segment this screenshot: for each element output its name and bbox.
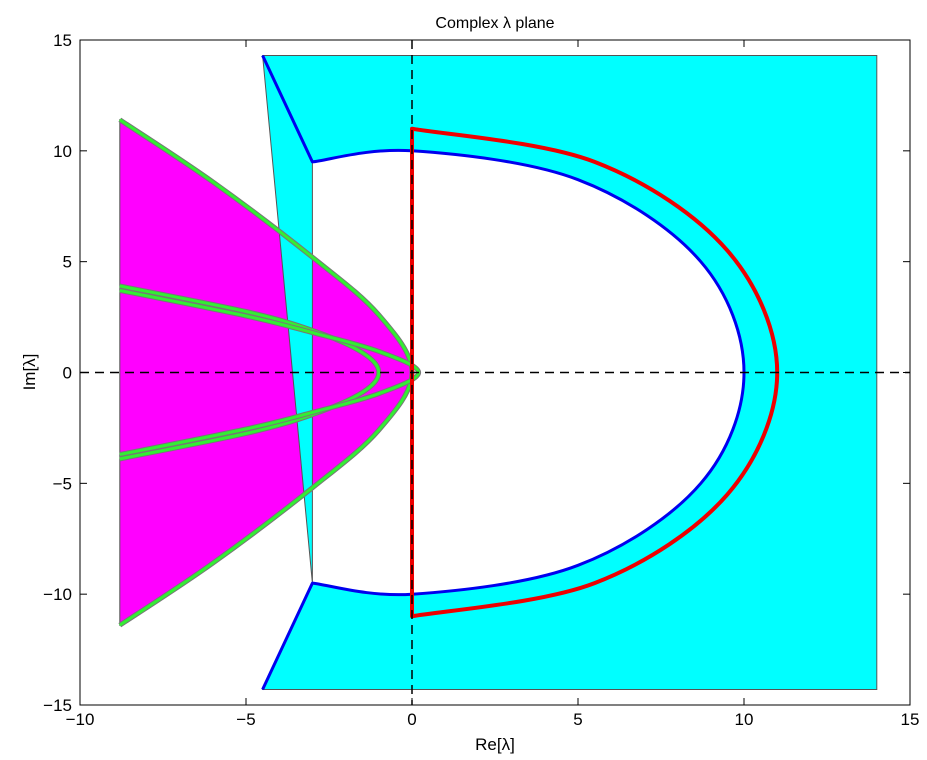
x-axis-ticks: −10 −5 0 5 10 15: [66, 40, 920, 729]
chart-title: Complex λ plane: [435, 15, 554, 32]
y-tick-label: 0: [63, 364, 72, 383]
y-tick-label: −5: [53, 474, 72, 493]
y-tick-label: 10: [53, 142, 72, 161]
x-tick-label: 10: [735, 710, 754, 729]
green-inner-parabola-curve-a-core: [119, 284, 381, 461]
y-axis-label: Im[λ]: [20, 354, 39, 391]
x-tick-label: 0: [407, 710, 416, 729]
x-tick-label: −10: [66, 710, 95, 729]
x-tick-label: 5: [573, 710, 582, 729]
y-tick-label: 5: [63, 253, 72, 272]
y-axis-ticks: −15 −10 −5 0 5 10 15: [43, 31, 910, 715]
x-tick-label: 15: [901, 710, 920, 729]
y-tick-label: −10: [43, 585, 72, 604]
x-tick-label: −5: [236, 710, 255, 729]
y-tick-label: −15: [43, 696, 72, 715]
x-axis-label: Re[λ]: [475, 735, 515, 754]
y-tick-label: 15: [53, 31, 72, 50]
